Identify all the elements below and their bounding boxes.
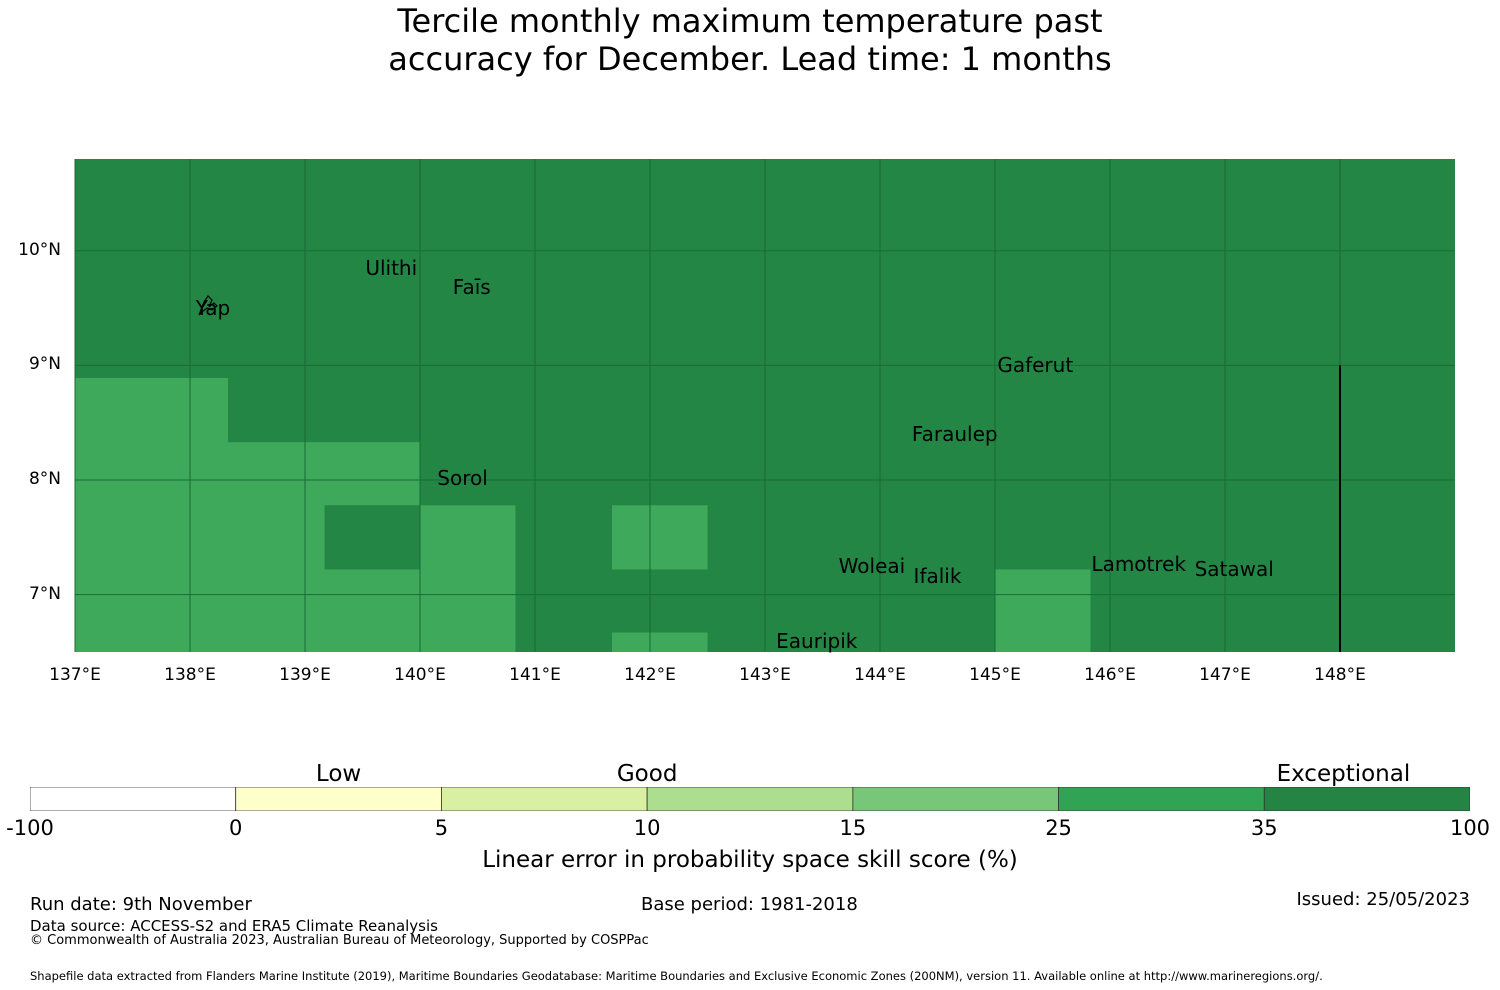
lat-tick-label: 10°N [18,239,61,260]
colorbar-tick: 15 [839,816,867,840]
colorbar-tick: 100 [1449,816,1491,840]
lon-tick-label: 146°E [1084,665,1136,685]
colorbar-tick: 0 [229,816,243,840]
base-period: Base period: 1981-2018 [641,894,858,915]
place-label: Faraulep [911,422,998,447]
lon-tick-label: 140°E [394,665,446,685]
place-label: Ulithi [365,255,418,280]
lat-tick-label: 7°N [28,583,61,604]
skill-cell [612,632,708,652]
map-panel [74,159,1455,652]
yap-island-outline [198,295,218,316]
colorbar-segment [1058,787,1265,811]
lon-tick-label: 147°E [1199,665,1251,685]
lon-tick-label: 148°E [1314,665,1366,685]
colorbar-segment [1263,787,1470,811]
colorbar-tick: 25 [1045,816,1072,840]
skill-cell [612,505,708,570]
colorbar-segment [646,787,854,811]
skill-cell [995,569,1091,652]
map-title: Tercile monthly maximum temperature past… [0,2,1500,78]
map-title-line-2: accuracy for December. Lead time: 1 mont… [388,40,1112,78]
legend-category-label: Good [616,761,678,787]
lat-tick-label: 8°N [28,469,61,490]
colorbar [30,787,1470,811]
data-source: Data source: ACCESS-S2 and ERA5 Climate … [30,917,438,935]
lon-tick-label: 145°E [969,665,1021,685]
lon-tick-label: 137°E [49,665,101,685]
place-label: Woleai [838,554,906,578]
place-label: Yap [195,296,231,321]
colorbar-tick: 5 [434,816,449,840]
lon-tick-label: 143°E [739,665,791,685]
map-title-line-1: Tercile monthly maximum temperature past [397,2,1103,40]
lat-tick-label: 9°N [28,354,61,375]
place-label: Faīs [452,275,491,300]
shapefile-credit: Shapefile data extracted from Flanders M… [30,969,1323,983]
colorbar-segment [30,787,237,811]
issued-date: Issued: 25/05/2023 [1296,889,1470,910]
place-label: Eauripik [776,628,858,653]
copyright: © Commonwealth of Australia 2023, Austra… [30,933,649,948]
legend-category-label: Low [315,761,362,787]
skill-cell [324,505,420,570]
place-label: Lamotrek [1091,551,1187,576]
place-label: Gaferut [997,353,1074,378]
colorbar-tick: -100 [6,816,54,840]
lon-tick-label: 139°E [279,665,331,685]
colorbar-title: Linear error in probability space skill … [482,847,1018,873]
colorbar-segment [852,787,1059,811]
skill-cell [420,505,516,652]
run-date: Run date: 9th November [30,894,252,915]
colorbar-tick: 35 [1250,816,1278,840]
colorbar-segment [235,787,442,811]
place-label: Ifalik [913,564,962,589]
colorbar-segment [441,787,648,811]
place-label: Sorol [437,465,488,490]
skill-map [74,159,1455,652]
lon-tick-label: 141°E [509,665,561,685]
skill-cell [75,377,228,652]
colorbar-tick: 10 [633,816,661,840]
legend-category-label: Exceptional [1276,761,1411,787]
place-label: Satawal [1194,557,1274,582]
lon-tick-label: 142°E [624,665,676,685]
lon-tick-label: 138°E [164,665,216,685]
lon-tick-label: 144°E [854,665,906,685]
